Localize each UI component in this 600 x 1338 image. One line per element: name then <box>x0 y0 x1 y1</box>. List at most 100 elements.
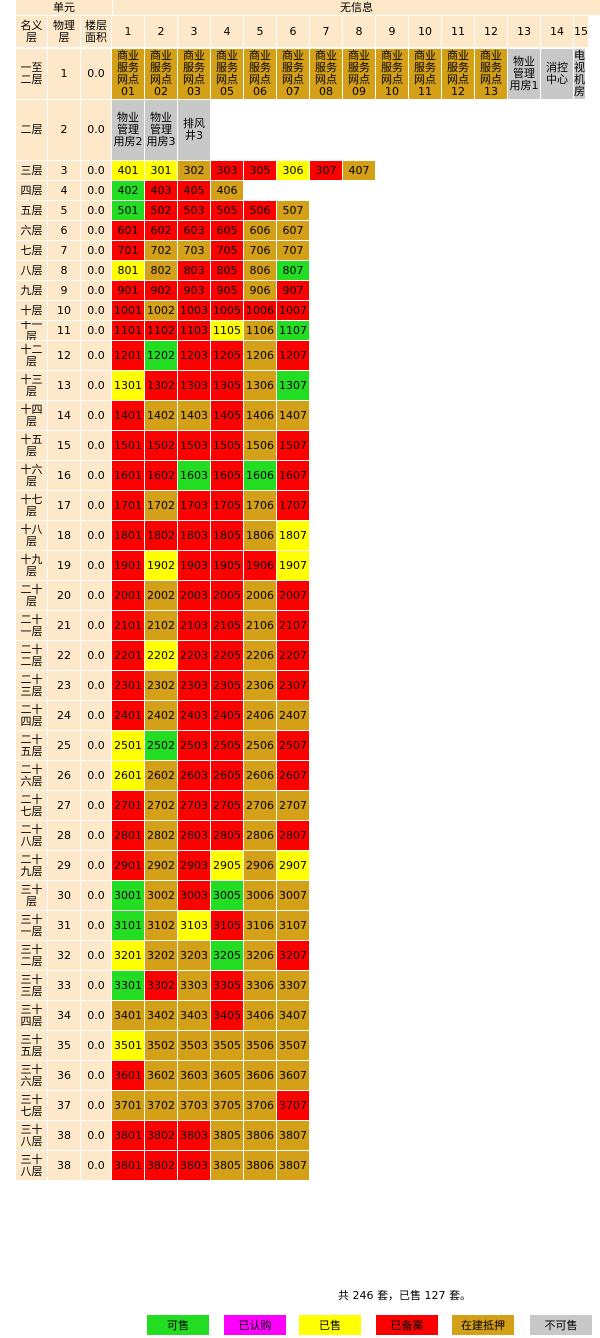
unit-cell-filed[interactable]: 1302 <box>145 371 177 400</box>
unit-cell-filed[interactable]: 505 <box>211 201 243 220</box>
unit-cell-mortgage[interactable]: 2106 <box>244 611 276 640</box>
unit-cell-filed[interactable]: 2205 <box>211 641 243 670</box>
unit-cell-mortgage[interactable]: 3007 <box>277 881 309 910</box>
unit-cell-filed[interactable]: 1901 <box>112 551 144 580</box>
unit-cell-sold[interactable]: 1105 <box>211 321 243 340</box>
unit-cell-filed[interactable]: 2207 <box>277 641 309 670</box>
unit-cell-sold[interactable]: 2907 <box>277 851 309 880</box>
unit-cell-filed[interactable]: 1602 <box>145 461 177 490</box>
unit-cell-filed[interactable]: 1701 <box>112 491 144 520</box>
unit-cell-mortgage[interactable]: 3402 <box>145 1001 177 1030</box>
unit-cell-filed[interactable]: 3803 <box>178 1121 210 1150</box>
unit-cell-mortgage[interactable]: 3203 <box>178 941 210 970</box>
unit-cell-unsellable[interactable]: 物业管理用房2 <box>112 100 144 160</box>
unit-cell-filed[interactable]: 1605 <box>211 461 243 490</box>
unit-cell-available[interactable]: 402 <box>112 181 144 200</box>
unit-cell-filed[interactable]: 2605 <box>211 761 243 790</box>
unit-cell-available[interactable]: 3001 <box>112 881 144 910</box>
unit-cell-filed[interactable]: 503 <box>178 201 210 220</box>
unit-cell-sold[interactable]: 2905 <box>211 851 243 880</box>
unit-cell-filed[interactable]: 3801 <box>112 1151 144 1180</box>
unit-cell-sold[interactable]: 401 <box>112 161 144 180</box>
unit-cell-filed[interactable]: 2405 <box>211 701 243 730</box>
unit-cell-filed[interactable]: 3601 <box>112 1061 144 1090</box>
unit-cell-mortgage[interactable]: 407 <box>343 161 375 180</box>
unit-cell-filed[interactable]: 1801 <box>112 521 144 550</box>
unit-cell-mortgage[interactable]: 1306 <box>244 371 276 400</box>
unit-cell-filed[interactable]: 2803 <box>178 821 210 850</box>
unit-cell-sold[interactable]: 3501 <box>112 1031 144 1060</box>
unit-cell-available[interactable]: 501 <box>112 201 144 220</box>
unit-cell-filed[interactable]: 2303 <box>178 671 210 700</box>
unit-cell-filed[interactable]: 603 <box>178 221 210 240</box>
unit-cell-unsellable[interactable]: 电视机房 <box>574 49 585 99</box>
unit-cell-unsellable[interactable]: 消控中心 <box>541 49 573 99</box>
unit-cell-mortgage[interactable]: 商业服务网点05 <box>211 49 243 99</box>
unit-cell-mortgage[interactable]: 3307 <box>277 971 309 1000</box>
unit-cell-mortgage[interactable]: 606 <box>244 221 276 240</box>
unit-cell-filed[interactable]: 2401 <box>112 701 144 730</box>
unit-cell-mortgage[interactable]: 3703 <box>178 1091 210 1120</box>
unit-cell-available[interactable]: 1107 <box>277 321 309 340</box>
unit-cell-filed[interactable]: 1503 <box>178 431 210 460</box>
unit-cell-filed[interactable]: 1207 <box>277 341 309 370</box>
unit-cell-mortgage[interactable]: 3407 <box>277 1001 309 1030</box>
unit-cell-filed[interactable]: 1906 <box>244 551 276 580</box>
unit-cell-mortgage[interactable]: 3306 <box>244 971 276 1000</box>
unit-cell-filed[interactable]: 1703 <box>178 491 210 520</box>
unit-cell-filed[interactable]: 2807 <box>277 821 309 850</box>
unit-cell-filed[interactable]: 2001 <box>112 581 144 610</box>
unit-cell-mortgage[interactable]: 1403 <box>178 401 210 430</box>
unit-cell-filed[interactable]: 2103 <box>178 611 210 640</box>
unit-cell-filed[interactable]: 1401 <box>112 401 144 430</box>
unit-cell-filed[interactable]: 2607 <box>277 761 309 790</box>
unit-cell-mortgage[interactable]: 3806 <box>244 1151 276 1180</box>
unit-cell-filed[interactable]: 2703 <box>178 791 210 820</box>
unit-cell-mortgage[interactable]: 3701 <box>112 1091 144 1120</box>
unit-cell-mortgage[interactable]: 3503 <box>178 1031 210 1060</box>
unit-cell-mortgage[interactable]: 3303 <box>178 971 210 1000</box>
unit-cell-mortgage[interactable]: 2302 <box>145 671 177 700</box>
unit-cell-mortgage[interactable]: 3705 <box>211 1091 243 1120</box>
unit-cell-mortgage[interactable]: 507 <box>277 201 309 220</box>
unit-cell-mortgage[interactable]: 3406 <box>244 1001 276 1030</box>
unit-cell-mortgage[interactable]: 2707 <box>277 791 309 820</box>
unit-cell-filed[interactable]: 2107 <box>277 611 309 640</box>
unit-cell-mortgage[interactable]: 707 <box>277 241 309 260</box>
unit-cell-filed[interactable]: 705 <box>211 241 243 260</box>
unit-cell-filed[interactable]: 3305 <box>211 971 243 1000</box>
unit-cell-filed[interactable]: 1305 <box>211 371 243 400</box>
unit-cell-sold[interactable]: 1807 <box>277 521 309 550</box>
unit-cell-mortgage[interactable]: 2702 <box>145 791 177 820</box>
unit-cell-mortgage[interactable]: 302 <box>178 161 210 180</box>
unit-cell-mortgage[interactable]: 3403 <box>178 1001 210 1030</box>
unit-cell-mortgage[interactable]: 1106 <box>244 321 276 340</box>
unit-cell-filed[interactable]: 805 <box>211 261 243 280</box>
unit-cell-filed[interactable]: 2503 <box>178 731 210 760</box>
unit-cell-mortgage[interactable]: 3607 <box>277 1061 309 1090</box>
unit-cell-mortgage[interactable]: 商业服务网点06 <box>244 49 276 99</box>
unit-cell-mortgage[interactable]: 1002 <box>145 301 177 320</box>
unit-cell-unsellable[interactable]: 排风井3 <box>178 100 210 160</box>
unit-cell-filed[interactable]: 605 <box>211 221 243 240</box>
unit-cell-filed[interactable]: 902 <box>145 281 177 300</box>
unit-cell-filed[interactable]: 303 <box>211 161 243 180</box>
unit-cell-filed[interactable]: 1303 <box>178 371 210 400</box>
unit-cell-mortgage[interactable]: 706 <box>244 241 276 260</box>
unit-cell-filed[interactable]: 1502 <box>145 431 177 460</box>
unit-cell-filed[interactable]: 2403 <box>178 701 210 730</box>
unit-cell-mortgage[interactable]: 3605 <box>211 1061 243 1090</box>
unit-cell-available[interactable]: 3205 <box>211 941 243 970</box>
unit-cell-filed[interactable]: 3105 <box>211 911 243 940</box>
unit-cell-available[interactable]: 807 <box>277 261 309 280</box>
unit-cell-filed[interactable]: 2003 <box>178 581 210 610</box>
unit-cell-filed[interactable]: 1102 <box>145 321 177 340</box>
unit-cell-filed[interactable]: 305 <box>244 161 276 180</box>
unit-cell-available[interactable]: 3101 <box>112 911 144 940</box>
unit-cell-filed[interactable]: 2307 <box>277 671 309 700</box>
unit-cell-sold[interactable]: 3103 <box>178 911 210 940</box>
unit-cell-filed[interactable]: 1205 <box>211 341 243 370</box>
unit-cell-filed[interactable]: 2901 <box>112 851 144 880</box>
unit-cell-mortgage[interactable]: 3507 <box>277 1031 309 1060</box>
unit-cell-mortgage[interactable]: 802 <box>145 261 177 280</box>
